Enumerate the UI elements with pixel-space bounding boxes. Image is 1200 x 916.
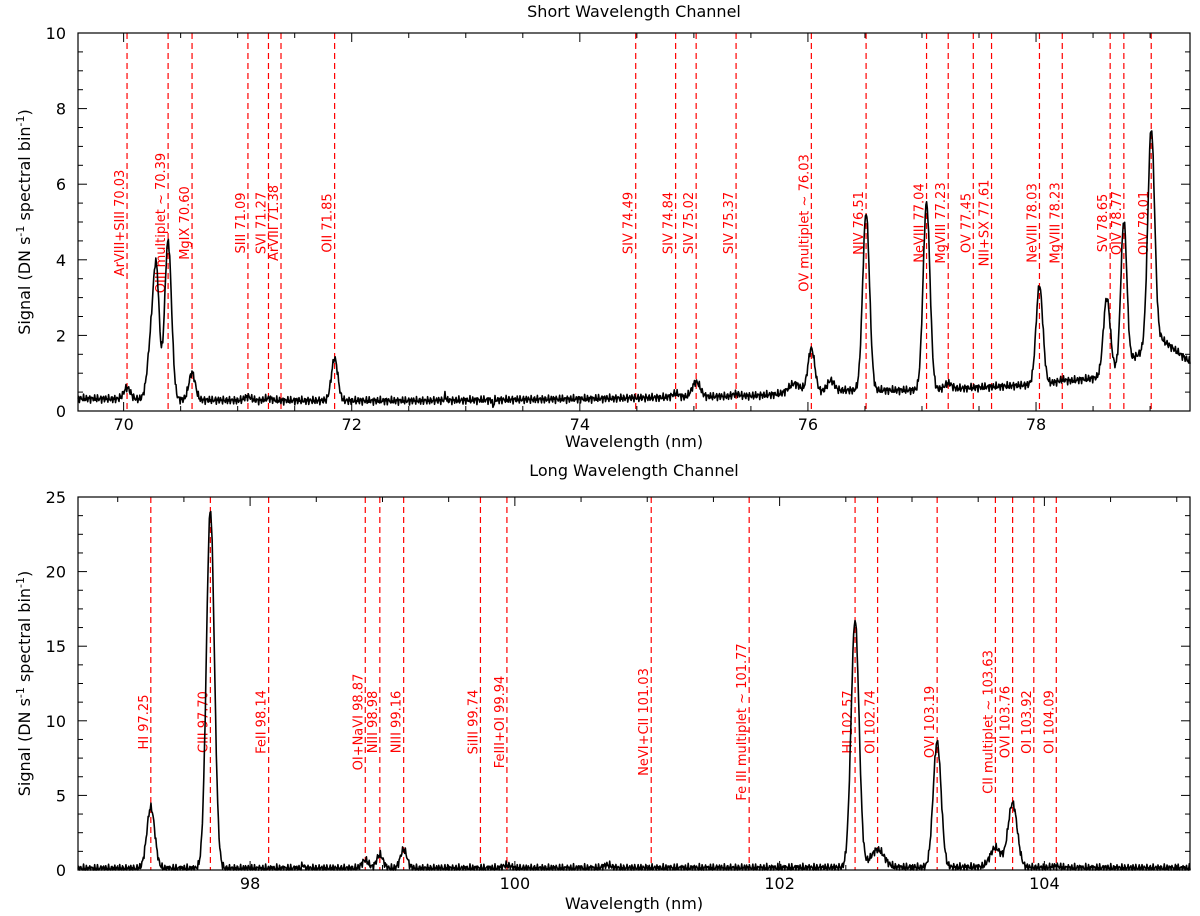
x-tick-label: 74 [570, 415, 590, 434]
y-axis-label-text: ) [15, 109, 34, 115]
spectrum-line [77, 130, 1191, 409]
y-axis-label-text: Signal (DN s [15, 237, 34, 335]
x-tick-label: 98 [240, 874, 260, 893]
line-label: OII 71.85 [321, 193, 336, 252]
y-tick-label: 8 [56, 100, 66, 119]
line-label: NIII 99.16 [390, 691, 405, 754]
y-tick-label: 6 [56, 175, 66, 194]
x-axis-label: Wavelength (nm) [565, 432, 703, 451]
y-tick-label: 5 [56, 786, 66, 805]
line-label: SVI 71.27 [254, 192, 269, 254]
chart-title: Long Wavelength Channel [529, 461, 739, 480]
line-label: MgVIII 78.23 [1048, 182, 1063, 263]
x-tick-label: 78 [1026, 415, 1046, 434]
x-tick-label: 72 [342, 415, 362, 434]
y-tick-label: 2 [56, 326, 66, 345]
y-tick-label: 10 [46, 24, 66, 43]
line-label: MgIX 70.60 [178, 186, 193, 260]
line-label: OVI 103.19 [923, 686, 938, 758]
y-tick-label: 15 [46, 637, 66, 656]
line-label: FeIII+OI 99.94 [493, 676, 508, 769]
line-label: ArVIII+SIII 70.03 [113, 170, 128, 277]
line-label: OIV 78.77 [1110, 191, 1125, 255]
chart-title: Short Wavelength Channel [527, 2, 741, 21]
short-wavelength-panel: Short Wavelength Channel ArVIII+SIII 70.0… [14, 2, 1191, 451]
y-axis-label-superscript: -1 [14, 577, 27, 588]
line-label: OI+NaVI 98.87 [351, 674, 366, 771]
x-axis-label: Wavelength (nm) [565, 894, 703, 913]
y-tick-label: 10 [46, 712, 66, 731]
line-label: CIII 97.70 [196, 691, 211, 753]
line-annotations: HI 97.25 CIII 97.70 FeII 98.14 OI+NaVI 98.8… [137, 497, 1057, 870]
line-label: OIII multiplet ~ 70.39 [154, 153, 169, 293]
line-label: Fe III multiplet ~ 101.77 [735, 643, 750, 800]
long-wavelength-panel: Long Wavelength Channel HI 97.25 CIII 97.7… [14, 461, 1191, 913]
x-tick-label: 100 [500, 874, 531, 893]
x-tick-label: 70 [113, 415, 133, 434]
x-tick-label: 76 [798, 415, 818, 434]
y-axis-label-text: spectral bin [15, 588, 34, 687]
line-label: OI 103.92 [1020, 690, 1035, 754]
line-label: OV 77.45 [959, 193, 974, 253]
line-label: ArVIII 71.38 [267, 185, 282, 261]
line-annotations: ArVIII+SIII 70.03 OIII multiplet ~ 70.39 M… [113, 33, 1152, 411]
line-label: NeVIII 78.03 [1025, 183, 1040, 262]
line-label: SIV 75.37 [722, 192, 737, 254]
axes-frame [77, 496, 1191, 871]
y-tick-label: 25 [46, 488, 66, 507]
line-label: HI 102.57 [841, 690, 856, 753]
y-axis-label-superscript: -1 [14, 115, 27, 126]
y-axis-label-superscript: -1 [14, 687, 27, 698]
y-axis-label-text: spectral bin [15, 126, 34, 225]
line-label: FeII 98.14 [255, 690, 270, 754]
y-tick-label: 0 [56, 861, 66, 880]
line-label: OIV 79.01 [1137, 191, 1152, 255]
y-tick-label: 4 [56, 251, 66, 270]
line-label: CII multiplet ~ 103.63 [981, 650, 996, 794]
line-label: OV multiplet ~ 76.03 [797, 154, 812, 292]
y-tick-label: 20 [46, 563, 66, 582]
line-label: NIII 98.98 [366, 691, 381, 754]
line-label: SiIII 99.74 [466, 690, 481, 755]
line-label: MgVIII 77.23 [934, 182, 949, 263]
y-axis-label: Signal (DN s-1 spectral bin-1) [14, 571, 35, 797]
line-label: SIII 71.09 [234, 192, 249, 253]
y-axis-label-text: ) [15, 571, 34, 577]
y-axis-label: Signal (DN s-1 spectral bin-1) [14, 109, 35, 335]
line-label: HI 97.25 [137, 695, 152, 750]
line-label: NeVI+CII 101.03 [637, 668, 652, 776]
x-tick-label: 102 [764, 874, 795, 893]
line-label: OI 102.74 [864, 690, 879, 754]
line-label: NII+SX 77.61 [978, 180, 993, 267]
line-label: OVI 103.76 [999, 686, 1014, 758]
line-label: SIV 75.02 [682, 192, 697, 254]
y-tick-label: 0 [56, 402, 66, 421]
line-label: SIV 74.49 [622, 192, 637, 254]
y-axis-label-superscript: -1 [14, 226, 27, 237]
line-label: SIV 74.84 [662, 192, 677, 254]
line-label: OI 104.09 [1042, 690, 1057, 754]
x-tick-label: 104 [1029, 874, 1060, 893]
y-axis-label-text: Signal (DN s [15, 698, 34, 796]
line-label: SV 78.65 [1096, 194, 1111, 253]
